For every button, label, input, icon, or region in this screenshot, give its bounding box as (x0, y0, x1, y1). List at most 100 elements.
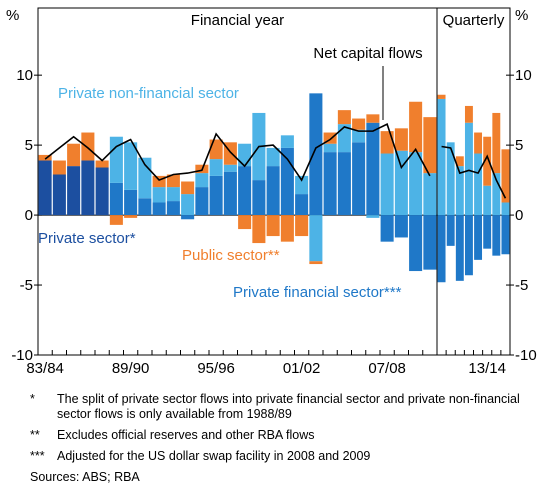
bar (380, 131, 394, 154)
bar (455, 166, 464, 216)
bar (280, 215, 294, 242)
note-text: Excludes official reserves and other RBA… (57, 428, 315, 442)
bar (366, 215, 380, 218)
bar (181, 194, 195, 216)
y-tick-label: 5 (515, 137, 523, 154)
bar (464, 215, 473, 276)
note-marker: * (30, 392, 35, 406)
y-axis-label: % (515, 7, 528, 24)
sources: Sources: ABS; RBA (30, 470, 140, 484)
bar (38, 154, 52, 161)
bar (464, 122, 473, 216)
y-tick-label: -10 (11, 347, 33, 364)
bar (337, 152, 351, 216)
bar (352, 142, 366, 216)
x-tick-label: 89/90 (112, 360, 150, 377)
bar (81, 132, 95, 161)
bar (474, 132, 483, 154)
bar (409, 215, 423, 272)
bar (492, 215, 501, 256)
note-text: The split of private sector flows into p… (57, 392, 520, 421)
bar (323, 143, 337, 153)
bar (195, 187, 209, 216)
series-label: Public sector** (182, 247, 280, 264)
bar (474, 215, 483, 260)
bar (352, 118, 366, 130)
y-tick-label: 0 (515, 207, 523, 224)
bar (455, 156, 464, 167)
y-tick-label: 0 (25, 207, 33, 224)
bar (109, 215, 123, 225)
bar (152, 175, 166, 188)
bar (295, 215, 309, 237)
panel-title: Financial year (191, 12, 284, 29)
bar (455, 215, 464, 281)
bar (238, 143, 252, 167)
bar (409, 101, 423, 153)
bar (295, 194, 309, 216)
bar (423, 215, 437, 270)
bar (446, 215, 455, 246)
bar (223, 164, 237, 172)
bar (266, 215, 280, 237)
note: *** Adjusted for the US dollar swap facil… (30, 449, 540, 464)
bar (52, 160, 66, 175)
bar (366, 122, 380, 216)
y-tick-label: 10 (16, 67, 33, 84)
bar (38, 160, 52, 216)
bar (67, 166, 81, 216)
bar (380, 153, 394, 216)
bar (501, 215, 510, 255)
bar (52, 174, 66, 216)
note: * The split of private sector flows into … (30, 392, 540, 422)
bar (252, 215, 266, 244)
bar (252, 180, 266, 216)
bar (166, 187, 180, 202)
bar (501, 202, 510, 216)
bar (323, 152, 337, 216)
plot-frame (37, 7, 511, 356)
bar (166, 174, 180, 188)
bar (483, 136, 492, 186)
y-tick-label: -10 (515, 347, 537, 364)
bar (166, 201, 180, 216)
bar (209, 175, 223, 216)
series-label: Private sector* (38, 230, 136, 247)
panel-title: Quarterly (443, 12, 505, 29)
bar (409, 152, 423, 216)
bar (266, 147, 280, 167)
bar (181, 215, 195, 220)
bar (492, 173, 501, 216)
bar (266, 166, 280, 216)
bar (138, 198, 152, 216)
bar (195, 173, 209, 188)
bar (483, 215, 492, 249)
note: ** Excludes official reserves and other R… (30, 428, 540, 443)
bar (309, 261, 323, 265)
bar (181, 181, 195, 195)
bar (81, 160, 95, 216)
bar (209, 159, 223, 176)
y-tick-label: -5 (515, 277, 528, 294)
bar (67, 143, 81, 167)
x-tick-label: 83/84 (26, 360, 64, 377)
bar (394, 150, 408, 216)
bar (446, 142, 455, 216)
bar (295, 175, 309, 195)
y-tick-label: 5 (25, 137, 33, 154)
line (441, 145, 507, 199)
bar (423, 173, 437, 216)
x-tick-label: 95/96 (197, 360, 235, 377)
bar (501, 149, 510, 203)
bar (394, 215, 408, 238)
bar (124, 189, 138, 216)
bar (238, 166, 252, 216)
bar (394, 128, 408, 151)
series-label: Private financial sector*** (233, 284, 402, 301)
bar (152, 202, 166, 216)
note-text: Adjusted for the US dollar swap facility… (57, 449, 371, 463)
y-axis-label: % (6, 7, 19, 24)
notes: * The split of private sector flows into … (30, 392, 540, 485)
bar (124, 215, 138, 218)
